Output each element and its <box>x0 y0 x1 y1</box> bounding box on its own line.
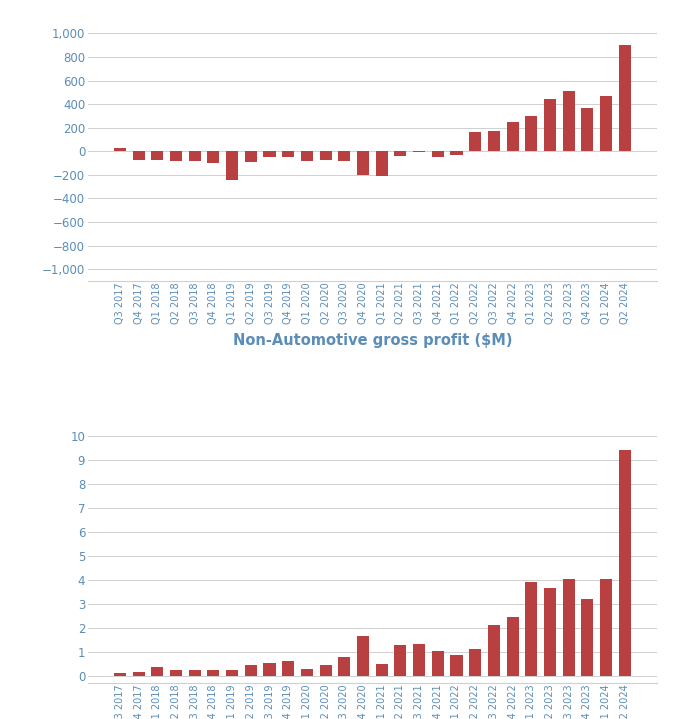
Bar <box>114 148 126 151</box>
Bar <box>394 645 406 676</box>
Bar <box>151 151 163 160</box>
Bar <box>600 96 612 151</box>
Bar <box>245 664 257 676</box>
Bar <box>600 579 612 676</box>
Bar <box>226 151 238 180</box>
Bar <box>563 91 575 151</box>
Bar <box>506 122 519 151</box>
Bar <box>413 644 425 676</box>
Bar <box>619 450 631 676</box>
Bar <box>357 636 369 676</box>
Bar <box>207 151 219 163</box>
Bar <box>544 99 556 151</box>
Bar <box>170 151 182 161</box>
Bar <box>582 599 594 676</box>
Bar <box>320 664 332 676</box>
Bar <box>357 151 369 175</box>
Bar <box>376 664 388 676</box>
Bar <box>563 579 575 676</box>
Bar <box>394 151 406 156</box>
Bar <box>114 674 126 676</box>
Bar <box>207 670 219 676</box>
Bar <box>320 151 332 160</box>
Bar <box>525 582 538 676</box>
Bar <box>488 131 500 151</box>
Bar <box>226 670 238 676</box>
Bar <box>338 656 351 676</box>
Bar <box>582 108 594 151</box>
Bar <box>151 667 163 676</box>
Bar <box>469 649 481 676</box>
Bar <box>432 151 444 157</box>
X-axis label: Non-Automotive gross profit ($M): Non-Automotive gross profit ($M) <box>233 333 512 347</box>
Bar <box>450 656 462 676</box>
Bar <box>301 151 313 161</box>
Bar <box>133 672 145 676</box>
Bar <box>469 132 481 151</box>
Bar <box>376 151 388 176</box>
Bar <box>282 151 294 157</box>
Bar <box>189 151 201 161</box>
Bar <box>263 664 276 676</box>
Bar <box>413 151 425 152</box>
Bar <box>282 661 294 676</box>
Bar <box>133 151 145 160</box>
Bar <box>338 151 351 161</box>
Bar <box>263 151 276 157</box>
Bar <box>301 669 313 676</box>
Bar <box>450 151 462 155</box>
Bar <box>245 151 257 162</box>
Bar <box>544 588 556 676</box>
Bar <box>619 45 631 151</box>
Bar <box>432 651 444 676</box>
Bar <box>488 626 500 676</box>
Bar <box>506 617 519 676</box>
Bar <box>170 670 182 676</box>
Bar <box>525 116 538 151</box>
Bar <box>189 670 201 676</box>
